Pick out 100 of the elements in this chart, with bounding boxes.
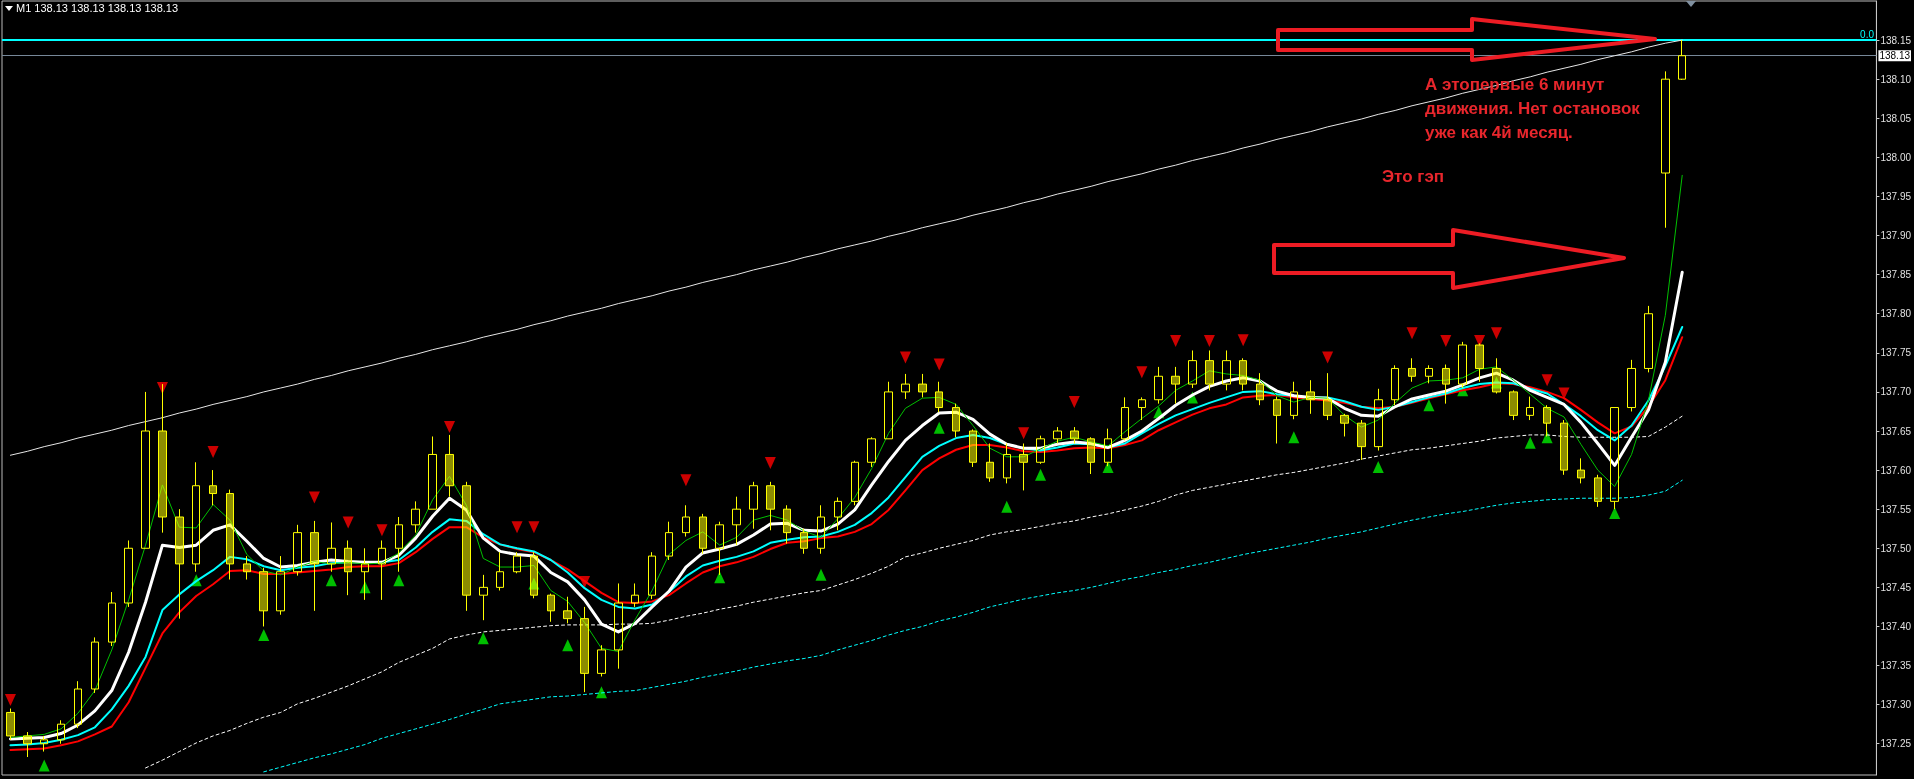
candlestick bbox=[40, 735, 48, 753]
candlestick bbox=[580, 606, 589, 693]
candlestick bbox=[6, 708, 15, 741]
point bbox=[1474, 335, 1486, 348]
candlestick bbox=[682, 504, 690, 538]
candlestick bbox=[563, 596, 572, 624]
point bbox=[899, 351, 911, 364]
point bbox=[1490, 327, 1502, 340]
candlestick bbox=[192, 461, 200, 573]
y-tick-label: 137.25 bbox=[1880, 738, 1912, 750]
y-tick-label: 137.85 bbox=[1880, 269, 1912, 281]
candlestick bbox=[344, 539, 352, 596]
annotation: 0.0 bbox=[1860, 28, 1875, 40]
candlestick bbox=[1019, 443, 1028, 491]
candlestick bbox=[952, 403, 960, 438]
candlestick bbox=[513, 551, 521, 574]
point bbox=[933, 421, 945, 434]
candlestick bbox=[23, 731, 32, 758]
candlestick bbox=[648, 551, 656, 600]
candlestick bbox=[1408, 357, 1416, 383]
point bbox=[1018, 427, 1030, 440]
y-tick-label: 137.50 bbox=[1880, 542, 1912, 554]
y-tick-label: 138.05 bbox=[1880, 112, 1912, 124]
candlestick bbox=[310, 520, 319, 612]
candlestick bbox=[1627, 359, 1636, 412]
y-tick-label: 137.80 bbox=[1880, 308, 1912, 320]
y-tick-label: 137.75 bbox=[1880, 347, 1912, 359]
point bbox=[1170, 335, 1182, 348]
candlestick bbox=[1442, 364, 1450, 405]
candlestick bbox=[259, 567, 268, 627]
candlestick bbox=[1273, 396, 1281, 445]
point bbox=[1322, 351, 1334, 364]
candlestick bbox=[1509, 389, 1518, 421]
candlestick bbox=[1526, 396, 1534, 421]
candlestick bbox=[1222, 349, 1231, 391]
candlestick bbox=[74, 680, 82, 729]
candlestick bbox=[1205, 349, 1214, 391]
candlestick bbox=[986, 443, 994, 483]
point bbox=[1440, 335, 1452, 348]
point bbox=[562, 639, 574, 652]
point bbox=[1203, 335, 1215, 348]
candlestick bbox=[1560, 419, 1568, 476]
point bbox=[1068, 396, 1080, 409]
y-tick-label: 138.00 bbox=[1880, 151, 1912, 163]
y-tick-label: 138.15 bbox=[1880, 34, 1912, 46]
candlestick bbox=[1306, 379, 1315, 415]
point bbox=[1035, 468, 1047, 481]
point bbox=[1423, 399, 1435, 412]
candlestick bbox=[1121, 396, 1129, 441]
point bbox=[156, 382, 168, 394]
line-series bbox=[263, 479, 1683, 773]
candlestick bbox=[209, 469, 217, 506]
candlestick bbox=[1171, 366, 1180, 405]
candlestick bbox=[817, 504, 825, 555]
candlestick bbox=[1577, 457, 1585, 484]
candlestick bbox=[597, 644, 606, 677]
candlestick bbox=[462, 481, 471, 612]
candlestick bbox=[1661, 70, 1670, 229]
candlestick bbox=[1425, 364, 1433, 384]
candlestick bbox=[749, 481, 758, 530]
candlestick bbox=[800, 528, 808, 555]
candlestick bbox=[665, 521, 673, 561]
candlestick bbox=[141, 391, 150, 549]
candlestick bbox=[243, 555, 251, 581]
candlestick bbox=[547, 593, 555, 623]
point bbox=[595, 686, 607, 699]
candlestick bbox=[479, 574, 488, 621]
candlestick bbox=[766, 481, 775, 531]
point bbox=[376, 524, 388, 537]
candlestick bbox=[783, 504, 791, 545]
point bbox=[1406, 327, 1418, 340]
point bbox=[393, 574, 405, 587]
point bbox=[342, 516, 354, 529]
point bbox=[1102, 460, 1114, 473]
point bbox=[4, 693, 16, 706]
point bbox=[1541, 374, 1553, 387]
point bbox=[308, 491, 320, 504]
point bbox=[325, 574, 337, 587]
y-tick-label: 137.70 bbox=[1880, 386, 1912, 398]
candlestick bbox=[428, 435, 437, 510]
candlestick bbox=[411, 500, 420, 534]
candlestick bbox=[1003, 443, 1011, 484]
candlestick bbox=[57, 719, 65, 745]
candlestick bbox=[1256, 372, 1264, 406]
y-tick-label: 137.45 bbox=[1880, 581, 1912, 593]
candlestick bbox=[732, 496, 741, 546]
chart-title: M1 138.13 138.13 138.13 138.13 bbox=[16, 1, 179, 14]
point bbox=[1524, 436, 1536, 449]
candlestick bbox=[1644, 305, 1653, 373]
y-tick-label: 137.65 bbox=[1880, 425, 1912, 437]
y-tick-label: 137.30 bbox=[1880, 699, 1912, 711]
point bbox=[528, 577, 540, 590]
candlestick bbox=[631, 582, 639, 608]
candlestick bbox=[124, 539, 133, 608]
candlestick bbox=[1340, 413, 1349, 437]
point bbox=[1001, 500, 1013, 513]
candlestick bbox=[1154, 366, 1163, 405]
candlestick bbox=[834, 496, 842, 531]
candlestick bbox=[293, 524, 302, 577]
point bbox=[1372, 460, 1384, 473]
